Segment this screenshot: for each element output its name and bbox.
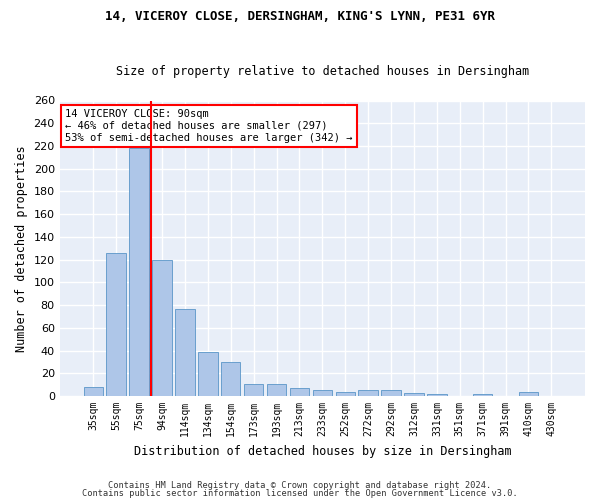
Bar xyxy=(382,390,401,396)
Bar xyxy=(290,388,309,396)
Bar xyxy=(519,392,538,396)
Bar xyxy=(335,392,355,396)
Bar xyxy=(175,308,194,396)
Bar xyxy=(152,260,172,396)
Bar xyxy=(313,390,332,396)
Bar xyxy=(198,352,218,396)
Bar xyxy=(221,362,241,396)
Title: Size of property relative to detached houses in Dersingham: Size of property relative to detached ho… xyxy=(116,66,529,78)
Text: Contains public sector information licensed under the Open Government Licence v3: Contains public sector information licen… xyxy=(82,488,518,498)
Text: 14 VICEROY CLOSE: 90sqm
← 46% of detached houses are smaller (297)
53% of semi-d: 14 VICEROY CLOSE: 90sqm ← 46% of detache… xyxy=(65,110,352,142)
Bar xyxy=(473,394,493,396)
X-axis label: Distribution of detached houses by size in Dersingham: Distribution of detached houses by size … xyxy=(134,444,511,458)
Bar xyxy=(404,392,424,396)
Bar xyxy=(267,384,286,396)
Bar xyxy=(106,253,126,396)
Bar xyxy=(244,384,263,396)
Bar xyxy=(427,394,446,396)
Bar xyxy=(130,148,149,396)
Y-axis label: Number of detached properties: Number of detached properties xyxy=(15,145,28,352)
Bar xyxy=(83,387,103,396)
Text: Contains HM Land Registry data © Crown copyright and database right 2024.: Contains HM Land Registry data © Crown c… xyxy=(109,481,491,490)
Bar xyxy=(358,390,378,396)
Text: 14, VICEROY CLOSE, DERSINGHAM, KING'S LYNN, PE31 6YR: 14, VICEROY CLOSE, DERSINGHAM, KING'S LY… xyxy=(105,10,495,23)
